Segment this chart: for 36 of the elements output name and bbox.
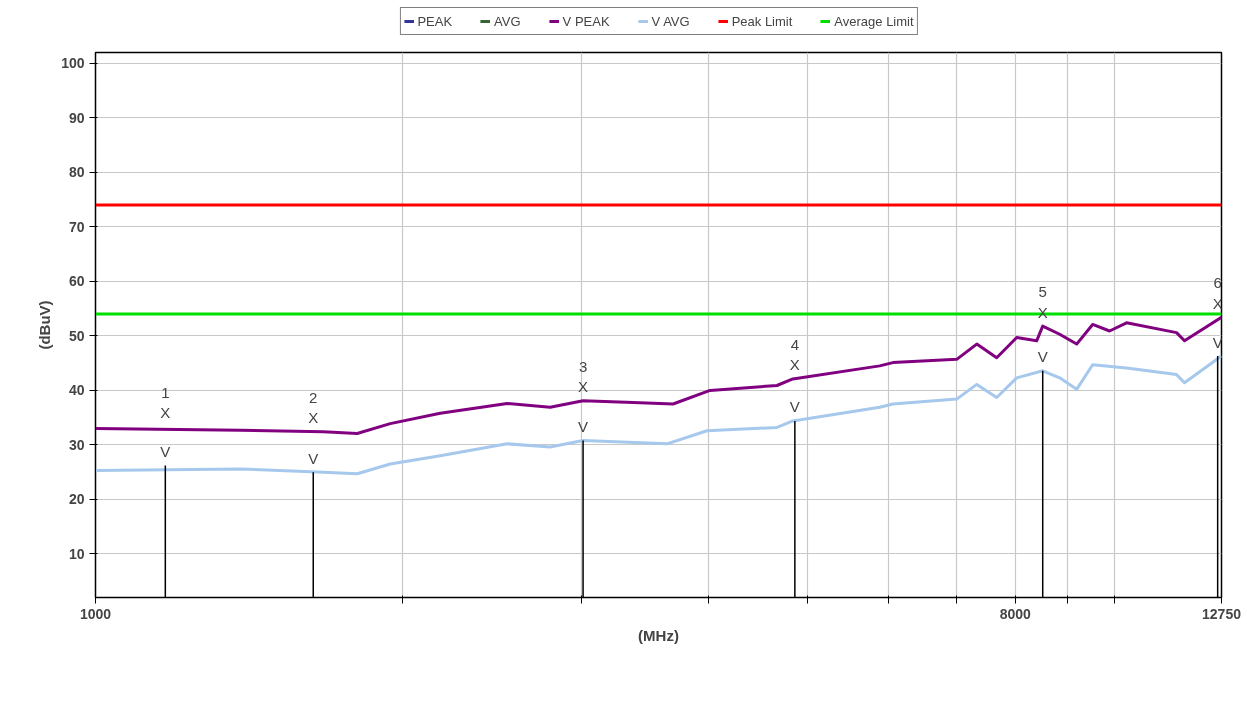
y-tick-label: 90	[68, 109, 85, 126]
legend-label: Peak Limit	[731, 13, 793, 29]
y-tick-label: 60	[68, 273, 85, 290]
y-tick-label: 30	[68, 436, 85, 453]
x-tick-label: 12750	[1202, 605, 1242, 622]
x-tick-label: 8000	[999, 605, 1032, 622]
annotation: X	[160, 404, 171, 422]
y-axis-title: (dBuV)	[36, 300, 54, 350]
y-tick-label: 80	[68, 164, 85, 181]
annotation: V	[1037, 348, 1048, 366]
y-tick-label: 50	[68, 327, 85, 344]
legend-label: PEAK	[417, 13, 453, 29]
annotation: X	[578, 378, 589, 396]
annotation: 4	[790, 335, 800, 353]
annotation: 5	[1038, 283, 1047, 301]
y-tick-label: 70	[68, 218, 85, 235]
annotation: V	[160, 443, 171, 461]
annotation: 6	[1213, 274, 1222, 292]
y-tick-label: 10	[68, 545, 85, 562]
legend-label: AVG	[494, 13, 521, 29]
annotation: 2	[309, 388, 318, 406]
y-tick-label: 100	[61, 55, 85, 72]
annotation: V	[789, 398, 800, 416]
y-tick-label: 20	[68, 491, 85, 508]
annotation: 1	[161, 383, 170, 401]
legend-label: V PEAK	[562, 13, 610, 29]
annotation: 3	[578, 357, 588, 375]
annotation: V	[578, 418, 589, 436]
x-axis-title: (MHz)	[638, 626, 679, 644]
legend-label: Average Limit	[834, 13, 914, 29]
annotation: X	[789, 356, 800, 374]
legend-label: V AVG	[651, 13, 690, 29]
y-tick-label: 40	[68, 382, 85, 399]
annotation: X	[308, 409, 319, 427]
annotation: V	[308, 449, 319, 467]
x-tick-label: 1000	[79, 605, 112, 622]
